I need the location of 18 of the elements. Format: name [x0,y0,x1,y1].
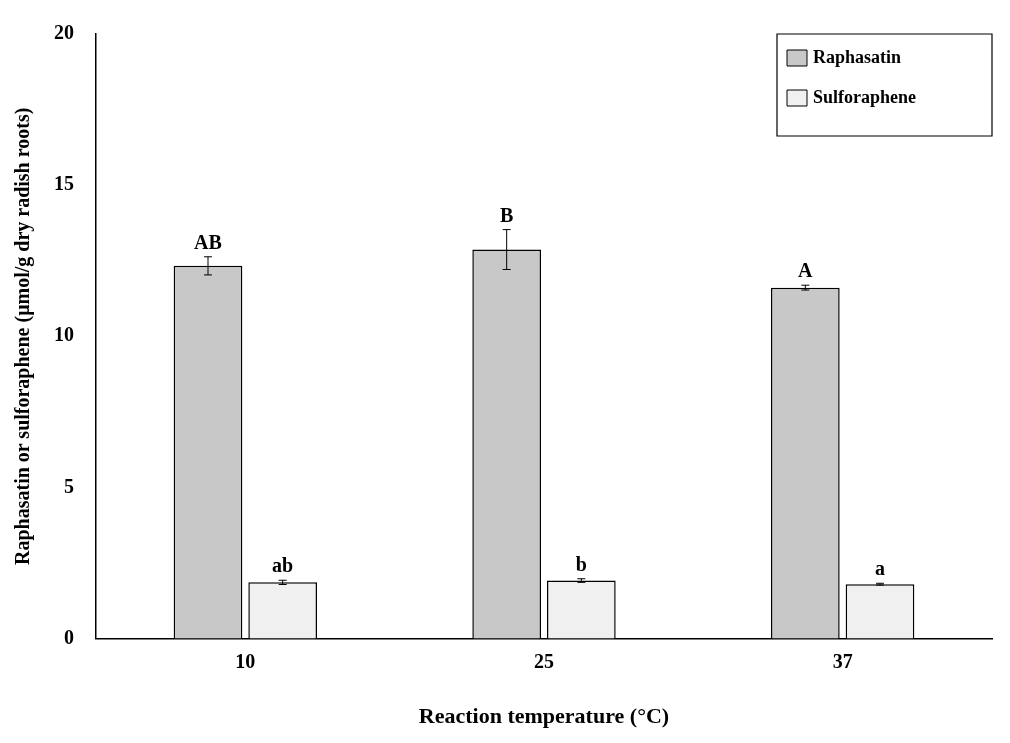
y-tick-label: 0 [64,625,74,648]
annotation: A [798,259,814,282]
annotation: ab [272,554,294,577]
y-tick-label: 10 [54,323,74,346]
y-tick-label: 15 [54,172,74,195]
annotation: B [499,203,514,226]
x-tick-label: 10 [235,649,256,672]
annotation: b [575,552,587,575]
y-tick-label: 20 [54,21,74,44]
annotation: AB [194,230,222,253]
y-axis-title: Raphasatin or sulforaphene (μmol/g dry radish roots) [11,107,35,565]
x-axis-title: Reaction temperature (°C) [418,703,670,729]
annotation: a [875,557,885,580]
x-tick-label: 37 [832,649,853,672]
legend-label: Raphasatin [813,46,902,67]
legend-label: Sulforaphene [813,86,917,107]
x-tick-label: 25 [534,649,554,672]
y-tick-label: 5 [64,474,74,497]
